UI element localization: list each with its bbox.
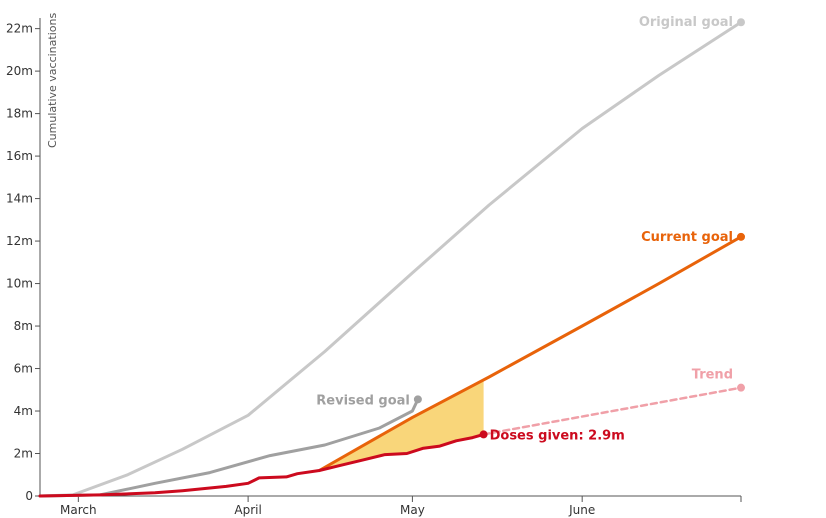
doses-given-line [38, 432, 486, 498]
original-goal-label: Original goal [639, 15, 733, 30]
y-tick-label: 20m [6, 64, 33, 78]
revised-goal-line [38, 397, 420, 498]
doses-given-label: Doses given: 2.9m [490, 428, 625, 443]
x-tick-label: April [234, 503, 261, 517]
y-tick-label: 14m [6, 192, 33, 206]
trend-label: Trend [692, 368, 733, 383]
revised-goal-end-point [413, 395, 422, 404]
axes-layer: 0 2m 4m 6m 8m 10m 12m 14m 16m 18m 20m 22m Cumulative… [6, 13, 742, 517]
current-goal-end-point [737, 232, 745, 241]
x-tick-label: June [568, 503, 595, 517]
y-tick-label: 6m [14, 362, 33, 376]
original-goal-line [38, 20, 743, 498]
revised-goal-label: Revised goal [316, 393, 410, 408]
y-tick-label: 22m [6, 22, 33, 36]
current-goal-label: Current goal [641, 230, 733, 245]
series-layer [38, 18, 745, 498]
x-tick-label: May [400, 503, 425, 517]
trend-line [482, 386, 743, 436]
y-tick-label: 18m [6, 107, 33, 121]
trend-end-point [737, 383, 745, 392]
current-goal-line [317, 235, 743, 472]
x-tick-label: March [60, 503, 97, 517]
original-goal-end-point [737, 18, 745, 27]
y-tick-label: 12m [6, 234, 33, 248]
y-tick-label: 10m [6, 277, 33, 291]
y-tick-label: 4m [14, 404, 33, 418]
labels-layer: Original goal Revised goal Trend Current go… [316, 15, 733, 443]
y-tick-label: 2m [14, 447, 33, 461]
y-axis-title: Cumulative vaccinations [46, 13, 59, 148]
doses-given-end-point [479, 430, 488, 439]
y-tick-label: 16m [6, 149, 33, 163]
y-tick-label: 0 [25, 489, 33, 503]
y-tick-label: 8m [14, 319, 33, 333]
